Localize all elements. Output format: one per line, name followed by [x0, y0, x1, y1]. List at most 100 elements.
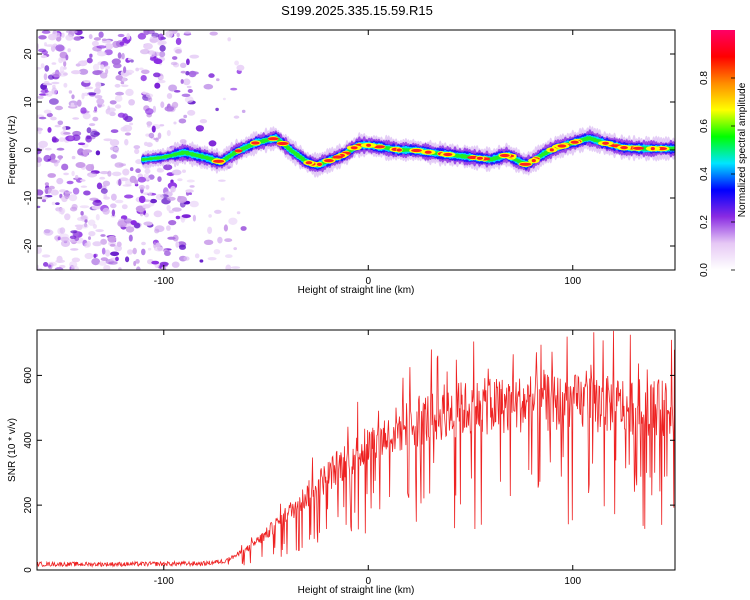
spectrogram-noise-blob	[83, 149, 88, 157]
spectrogram-noise-blob	[189, 54, 200, 59]
colorbar-tick-label: 0.2	[699, 215, 710, 229]
spectrogram-noise-blob	[94, 95, 103, 99]
spectrogram-noise-blob	[240, 226, 247, 231]
spectrogram-noise-blob	[132, 247, 137, 255]
spectrogram-noise-blob	[194, 253, 200, 259]
spectrogram-peak-cell	[316, 162, 323, 166]
spectrogram-noise-blob	[104, 43, 114, 50]
spectrogram-noise-blob	[61, 32, 65, 38]
snr-y-tick-label: 0	[23, 567, 34, 573]
spectrogram-noise-blob	[43, 109, 52, 114]
snr-y-label: SNR (10 * v/v)	[7, 418, 18, 482]
spectrogram-peak-cell	[570, 140, 579, 144]
spectrogram-noise-blob	[186, 58, 190, 66]
spectrogram-noise-blob	[65, 54, 69, 61]
spectrogram-noise-blob	[225, 264, 232, 270]
spectrogram-noise-blob	[154, 82, 161, 89]
spectrogram-noise-blob	[62, 125, 66, 132]
spectrogram-noise-blob	[85, 164, 95, 172]
spectrogram-noise-blob	[123, 66, 127, 74]
spectrogram-noise-blob	[92, 63, 100, 71]
spectrogram-noise-blob	[168, 220, 177, 226]
spectrogram-noise-blob	[140, 75, 147, 82]
spectrogram-noise-blob	[184, 96, 194, 103]
spectrogram-noise-blob	[147, 96, 153, 103]
spectrogram-noise-blob	[100, 257, 108, 261]
spectrogram-noise-blob	[164, 106, 175, 112]
spectrogram-noise-blob	[151, 260, 160, 265]
spectrogram-noise-blob	[124, 218, 133, 224]
spectrogram-noise-blob	[113, 146, 119, 154]
spectrogram-noise-blob	[93, 253, 98, 258]
spectrogram-noise-blob	[68, 135, 74, 141]
spectrogram-noise-blob	[122, 184, 132, 187]
spectrogram-noise-blob	[38, 129, 42, 135]
spectrogram-noise-blob	[63, 60, 67, 67]
spectrogram-noise-blob	[51, 71, 62, 78]
spectrogram-noise-blob	[143, 30, 150, 36]
spectrogram-noise-blob	[55, 202, 60, 206]
spectrogram-noise-blob	[177, 178, 183, 182]
spectrogram-noise-blob	[45, 189, 49, 195]
colorbar-tick-label: 0.6	[699, 119, 710, 133]
spectrogram-noise-blob	[100, 188, 108, 194]
spectrogram-noise-blob	[68, 194, 78, 202]
spectrogram-noise-blob	[88, 236, 91, 241]
spectrogram-noise-blob	[216, 78, 220, 82]
spectrogram-noise-blob	[64, 213, 71, 221]
spectrogram-noise-blob	[109, 100, 117, 105]
spectrogram-noise-blob	[75, 162, 86, 168]
spectrogram-noise-blob	[164, 250, 171, 256]
spectrogram-noise-blob	[98, 261, 107, 266]
spectrogram-noise-blob	[135, 259, 140, 264]
spectrogram-noise-blob	[124, 194, 134, 199]
spectrogram-noise-blob	[43, 262, 49, 267]
spectrogram-noise-blob	[55, 105, 63, 111]
spectrogram-noise-blob	[115, 104, 122, 109]
spectrogram-noise-blob	[180, 79, 184, 84]
spectrogram-noise-blob	[236, 64, 245, 71]
colorbar-tick-label: 0.8	[699, 71, 710, 85]
spectrogram-y-label: Frequency (Hz)	[7, 116, 18, 185]
spectrogram-noise-blob	[76, 99, 82, 107]
spectrogram-noise-blob	[141, 241, 146, 246]
spectrogram-peak-cell	[324, 159, 334, 163]
spectrogram-x-tick-label: 0	[365, 276, 371, 287]
spectrogram-y-tick-label: -20	[23, 238, 34, 253]
spectrogram-noise-blob	[208, 140, 217, 147]
spectrogram-noise-blob	[208, 214, 212, 218]
spectrogram-noise-blob	[203, 83, 214, 90]
spectrogram-noise-blob	[82, 112, 91, 120]
spectrogram-noise-blob	[215, 107, 219, 112]
spectrogram-noise-blob	[185, 189, 190, 193]
spectrogram-noise-blob	[49, 98, 59, 105]
spectrogram-noise-blob	[84, 86, 94, 90]
spectrogram-noise-blob	[177, 195, 182, 200]
colorbar: 0.0 0.2 0.4 0.6 0.8 Normalized spectral ampl…	[699, 30, 748, 277]
spectrogram-noise-blob	[79, 205, 90, 209]
spectrogram-noise-blob	[49, 153, 56, 160]
spectrogram-noise-blob	[40, 63, 45, 69]
spectrogram-noise-blob	[129, 122, 134, 126]
spectrogram-noise-blob	[134, 148, 140, 155]
spectrogram-noise-blob	[96, 45, 107, 49]
spectrogram-noise-blob	[72, 187, 80, 195]
spectrogram-noise-blob	[192, 214, 196, 222]
spectrogram-noise-blob	[58, 155, 62, 161]
spectrogram-noise-blob	[159, 261, 169, 267]
spectrogram-noise-blob	[118, 267, 122, 270]
spectrogram-noise-blob	[146, 142, 153, 148]
spectrogram-noise-blob	[117, 33, 125, 38]
spectrogram-noise-blob	[92, 116, 99, 122]
spectrogram-noise-blob	[60, 239, 71, 247]
spectrogram-noise-blob	[139, 210, 144, 217]
spectrogram-noise-blob	[153, 210, 163, 218]
spectrogram-peak-cell	[632, 146, 645, 150]
spectrogram-noise-blob	[37, 67, 42, 70]
spectrogram-noise-blob	[51, 81, 60, 85]
spectrogram-noise-blob	[172, 56, 178, 60]
spectrogram-noise-blob	[199, 119, 208, 124]
spectrogram-noise-blob	[67, 48, 71, 53]
spectrogram-noise-blob	[80, 211, 84, 216]
spectrogram-noise-blob	[71, 70, 81, 75]
